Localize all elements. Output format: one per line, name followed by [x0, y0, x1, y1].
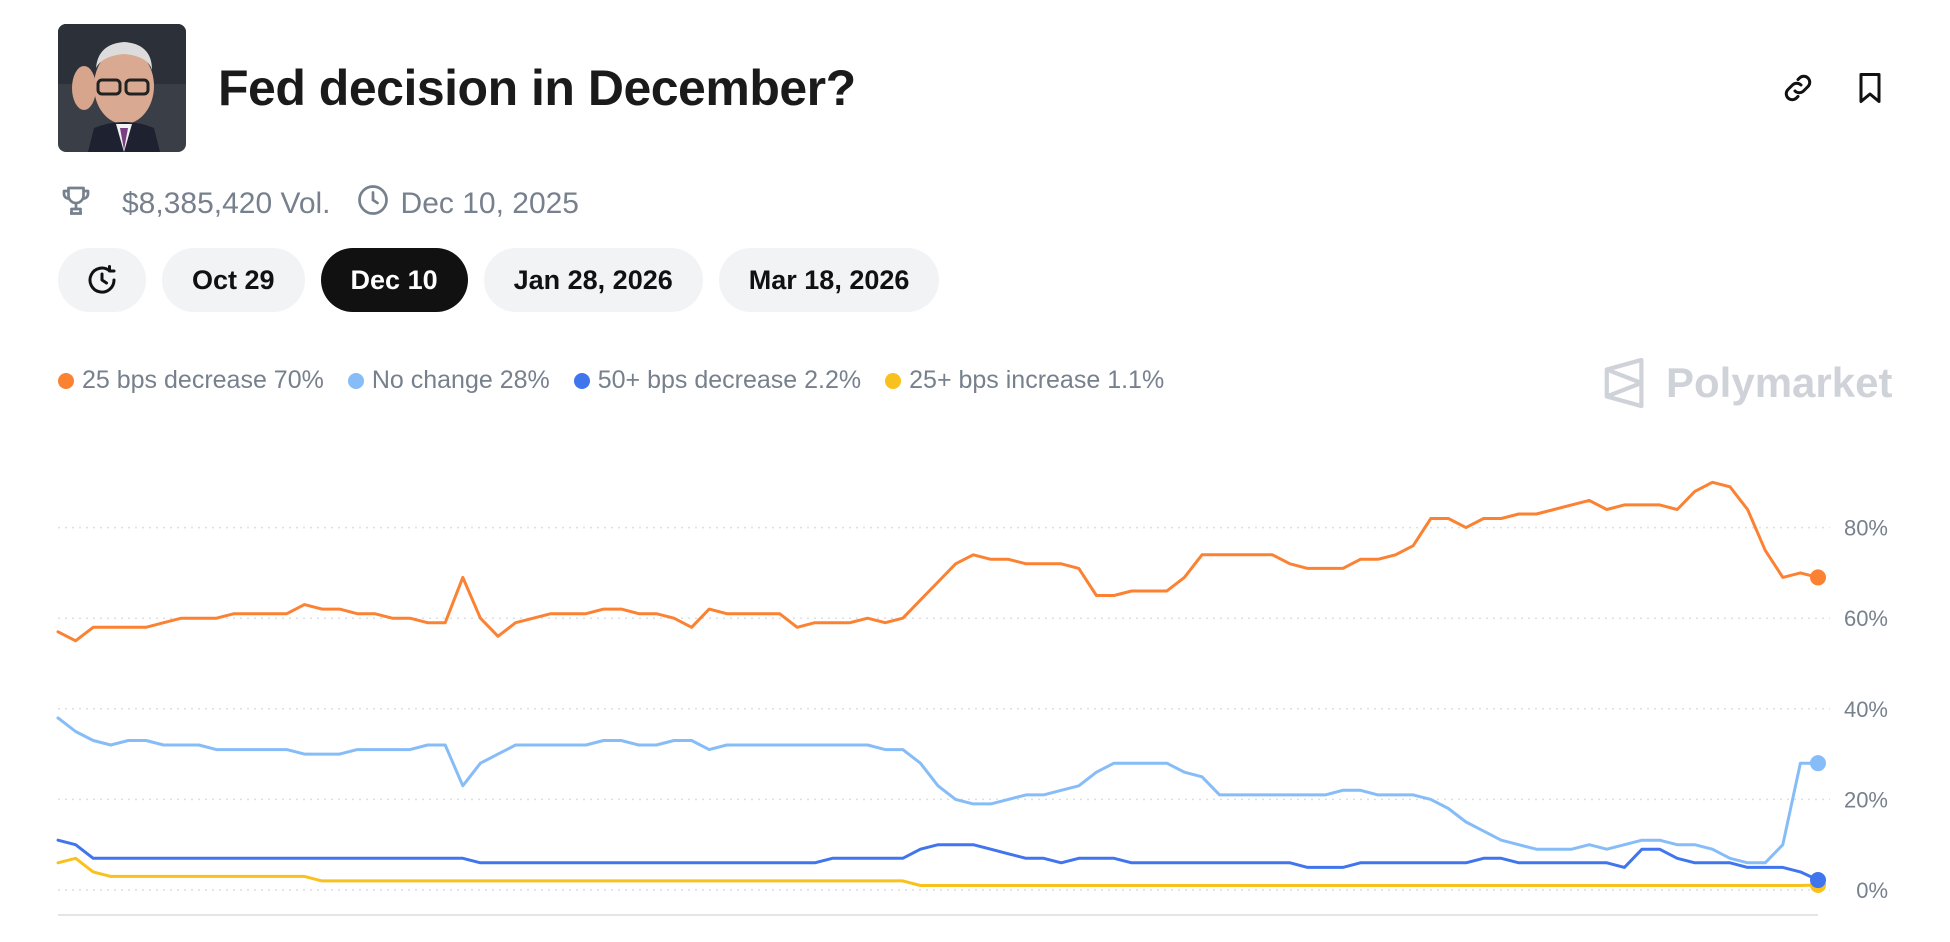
market-image: [58, 24, 186, 152]
series-line-25-bps-increase: [56, 856, 1820, 887]
y-tick-label: 80%: [1844, 516, 1888, 541]
page-title: Fed decision in December?: [218, 60, 856, 116]
series-line-25-bps-decrease: [56, 480, 1820, 643]
legend-dot: [885, 372, 902, 389]
chart-legend: 25 bps decrease 70% No change 28% 50+ bp…: [58, 366, 1188, 395]
link-icon[interactable]: [1780, 70, 1816, 106]
chart-series: [56, 480, 1820, 887]
tab-mar-18-2026[interactable]: Mar 18, 2026: [718, 248, 940, 312]
volume-text: $8,385,420 Vol.: [122, 187, 331, 220]
legend-label: 25+ bps increase 1.1%: [909, 366, 1165, 394]
y-tick-label: 0%: [1856, 878, 1888, 903]
market-meta: $8,385,420 Vol. Dec 10, 2025: [58, 182, 579, 226]
series-line-no-change: [56, 716, 1820, 865]
series-endpoint-no-change: [1810, 755, 1826, 772]
legend-dot: [58, 372, 74, 389]
y-tick-label: 60%: [1844, 606, 1888, 631]
chart-grid: [58, 526, 1830, 916]
history-button[interactable]: [58, 248, 146, 312]
end-date-text: Dec 10, 2025: [400, 187, 579, 220]
legend-dot: [347, 372, 364, 389]
y-tick-label: 40%: [1844, 697, 1888, 722]
series-endpoint-50-bps-decrease: [1810, 872, 1826, 889]
tab-oct-29[interactable]: Oct 29: [162, 248, 305, 312]
legend-item-25bps-decrease: 25 bps decrease 70%: [58, 366, 324, 395]
legend-item-no-change: No change 28%: [347, 366, 550, 395]
series-endpoint-25-bps-decrease: [1810, 569, 1826, 586]
legend-item-50bps-decrease: 50+ bps decrease 2.2%: [573, 366, 862, 395]
legend-dot: [573, 372, 590, 389]
legend-label: 50+ bps decrease 2.2%: [597, 366, 862, 394]
brand-name: Polymarket: [1666, 359, 1893, 406]
bookmark-icon[interactable]: [1852, 70, 1888, 106]
legend-label: No change 28%: [371, 366, 550, 394]
y-axis-ticks: 80% 60% 40% 20% 0%: [1844, 516, 1888, 903]
series-line-50-bps-decrease: [56, 838, 1820, 882]
legend-label: 25 bps decrease 70%: [82, 366, 324, 394]
trophy-icon: [58, 182, 94, 226]
clock-icon: [355, 182, 391, 226]
history-icon: [88, 265, 116, 294]
chart-endpoints: [1810, 569, 1826, 894]
portrait-image: [58, 24, 186, 152]
date-tabs: Oct 29 Dec 10 Jan 28, 2026 Mar 18, 2026: [58, 248, 940, 312]
tab-dec-10[interactable]: Dec 10: [320, 248, 468, 312]
y-tick-label: 20%: [1844, 787, 1888, 812]
polymarket-watermark: Polymarket: [1602, 358, 1892, 408]
tab-jan-28-2026[interactable]: Jan 28, 2026: [483, 248, 703, 312]
polymarket-logo-icon: [1604, 358, 1644, 408]
legend-item-25bps-increase: 25+ bps increase 1.1%: [885, 366, 1164, 395]
